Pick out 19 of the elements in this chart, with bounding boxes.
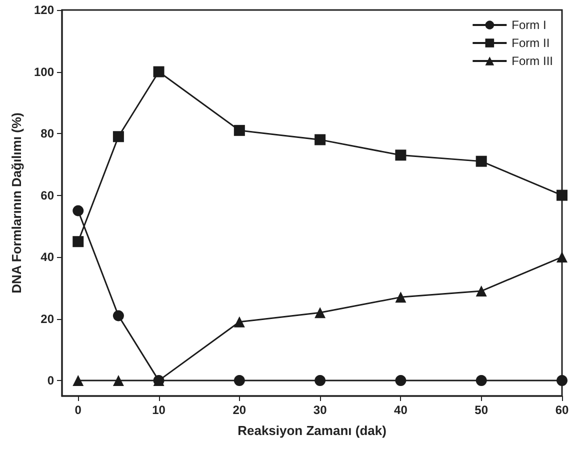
legend-label: Form I (512, 18, 546, 32)
x-tick-label: 30 (313, 403, 328, 417)
x-tick-label: 20 (232, 403, 246, 417)
legend-label: Form II (512, 36, 550, 50)
y-axis-title: DNA Formlarının Dağılımı (%) (9, 112, 24, 294)
y-tick-label: 100 (34, 64, 54, 79)
x-axis-title: Reaksiyon Zamanı (dak) (238, 423, 386, 438)
x-tick-label: 10 (152, 403, 166, 417)
y-tick-label: 20 (40, 312, 54, 326)
y-tick-label: 0 (47, 374, 54, 388)
y-tick-label: 80 (40, 126, 54, 141)
y-tick-label: 40 (40, 250, 54, 264)
x-tick-label: 40 (394, 403, 408, 417)
y-tick-label: 120 (34, 3, 54, 17)
legend-label: Form III (512, 54, 554, 68)
y-tick-label: 60 (40, 188, 54, 202)
x-tick-label: 60 (555, 403, 569, 417)
x-tick-label: 50 (474, 403, 488, 417)
x-tick-label: 0 (74, 403, 82, 417)
